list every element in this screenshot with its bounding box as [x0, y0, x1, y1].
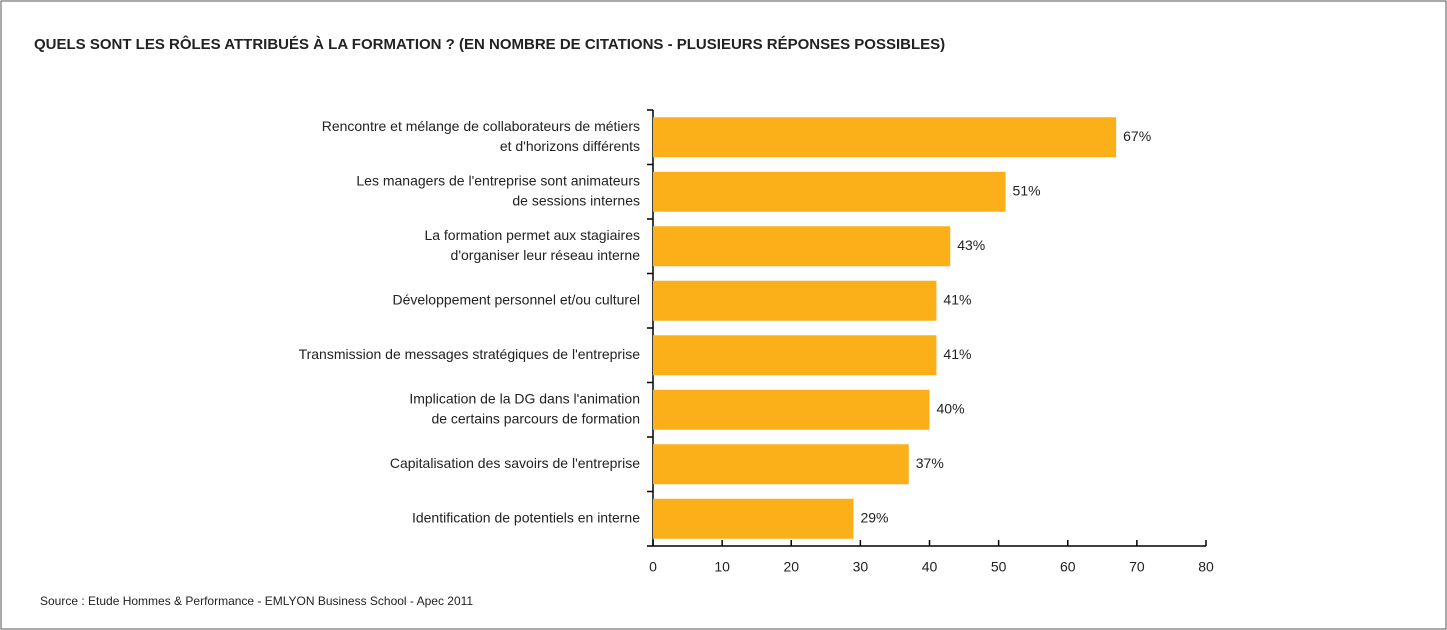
- x-tick-label: 20: [783, 559, 799, 575]
- y-tick-label: de certains parcours de formation: [431, 410, 640, 426]
- y-tick-label: Les managers de l'entreprise sont animat…: [356, 172, 640, 188]
- y-tick-label: de sessions internes: [512, 192, 640, 208]
- bar: [653, 280, 937, 321]
- y-tick-label: Identification de potentiels en interne: [412, 509, 640, 525]
- x-tick-label: 80: [1198, 559, 1214, 575]
- value-label: 37%: [916, 455, 944, 471]
- x-tick-label: 50: [991, 559, 1007, 575]
- y-tick-label: Capitalisation des savoirs de l'entrepri…: [390, 455, 640, 471]
- bar: [653, 444, 909, 485]
- bar: [653, 117, 1117, 158]
- y-tick-label: Transmission de messages stratégiques de…: [299, 346, 641, 362]
- x-tick-label: 0: [649, 559, 657, 575]
- bar: [653, 226, 951, 267]
- bar: [653, 389, 930, 430]
- chart-title: QUELS SONT LES RÔLES ATTRIBUÉS À LA FORM…: [34, 35, 945, 53]
- x-tick-label: 70: [1129, 559, 1145, 575]
- value-label: 40%: [937, 400, 965, 416]
- bar: [653, 171, 1006, 212]
- value-label: 67%: [1123, 128, 1151, 144]
- value-label: 29%: [860, 509, 888, 525]
- value-label: 41%: [943, 291, 971, 307]
- y-tick-label: Développement personnel et/ou culturel: [393, 291, 641, 307]
- y-tick-label: et d'horizons différents: [500, 138, 640, 154]
- x-tick-label: 10: [714, 559, 730, 575]
- x-tick-label: 60: [1060, 559, 1076, 575]
- x-tick-label: 40: [922, 559, 938, 575]
- y-tick-label: Rencontre et mélange de collaborateurs d…: [322, 118, 640, 134]
- bar: [653, 498, 854, 539]
- bar: [653, 335, 937, 376]
- value-label: 41%: [943, 346, 971, 362]
- value-label: 43%: [957, 237, 985, 253]
- x-tick-label: 30: [853, 559, 869, 575]
- value-label: 51%: [1013, 182, 1041, 198]
- source: Source : Etude Hommes & Performance - EM…: [40, 594, 473, 608]
- y-tick-label: La formation permet aux stagiaires: [424, 227, 640, 243]
- y-tick-label: Implication de la DG dans l'animation: [409, 390, 640, 406]
- y-tick-label: d'organiser leur réseau interne: [451, 247, 641, 263]
